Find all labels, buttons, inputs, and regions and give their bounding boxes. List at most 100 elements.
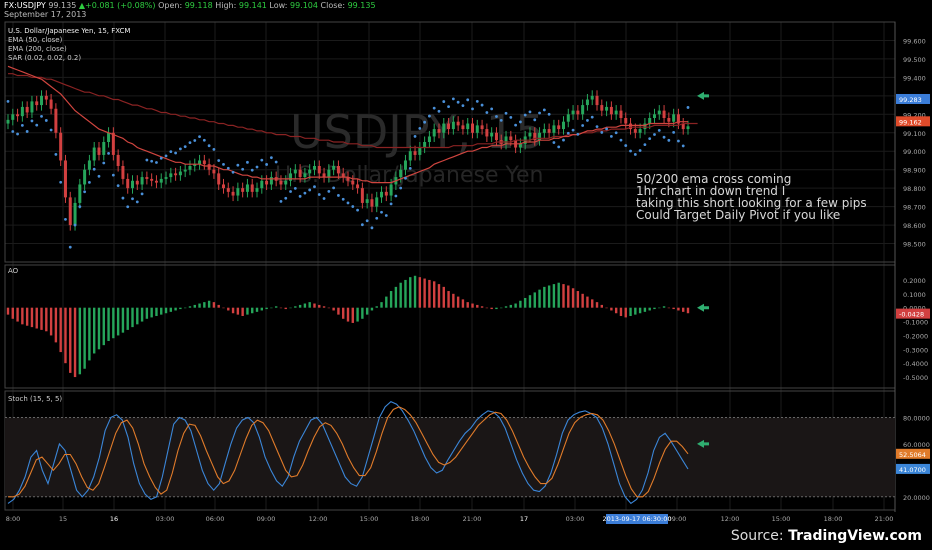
ao-title[interactable]: AO xyxy=(8,267,19,275)
ao-bar xyxy=(500,307,503,309)
candle-body xyxy=(226,188,230,192)
candle-body xyxy=(63,160,67,198)
candle-body xyxy=(30,101,34,113)
candle-body xyxy=(245,184,249,192)
ao-bar xyxy=(653,307,656,310)
candle-body xyxy=(590,95,594,100)
ao-bar xyxy=(270,307,273,309)
ao-bar xyxy=(638,307,642,314)
sar-dot xyxy=(370,226,374,230)
sar-dot xyxy=(485,111,489,114)
ao-bar xyxy=(198,303,201,308)
legend-title[interactable]: U.S. Dollar/Japanese Yen, 15, FXCM xyxy=(8,27,131,35)
price-tick-label: 99.600 xyxy=(903,37,926,45)
candle-body xyxy=(346,177,350,181)
legend-sar[interactable]: SAR (0.02, 0.02, 0.2) xyxy=(8,54,82,62)
sar-dot xyxy=(327,189,331,193)
candle-body xyxy=(681,123,685,130)
ao-bar xyxy=(183,307,187,309)
sar-dot xyxy=(384,214,388,217)
candle-body xyxy=(303,173,307,178)
last-price-tag-bg xyxy=(896,93,930,104)
ao-bar xyxy=(442,286,445,308)
sar-dot xyxy=(337,194,340,197)
sar-dot xyxy=(68,245,72,249)
legend-ema200[interactable]: EMA (200, close) xyxy=(8,45,67,53)
sar-dot xyxy=(159,156,163,160)
candle-body xyxy=(188,166,192,170)
stoch-d-line xyxy=(8,406,689,498)
sar-dot xyxy=(451,97,455,101)
sar-dot xyxy=(495,115,498,118)
ao-bar xyxy=(64,307,67,364)
ao-bar xyxy=(389,291,393,308)
sar-dot xyxy=(241,167,245,171)
high-value: 99.141 xyxy=(238,1,267,10)
ao-bar xyxy=(6,307,10,315)
price-tick-label: 98.800 xyxy=(903,185,926,193)
sar-dot xyxy=(64,217,67,221)
candle-body xyxy=(269,177,273,185)
ao-bar xyxy=(40,307,43,330)
ao-bar xyxy=(21,307,24,325)
ao-bar xyxy=(365,307,369,315)
candle-body xyxy=(111,132,115,155)
ao-bar xyxy=(164,307,168,314)
sar-dot xyxy=(681,144,685,148)
sar-dot xyxy=(614,131,618,135)
sar-dot xyxy=(600,131,604,134)
ao-bar xyxy=(16,307,19,322)
candle-body xyxy=(255,188,259,192)
candle-body xyxy=(236,188,240,196)
indicator-legend: U.S. Dollar/Japanese Yen, 15, FXCM EMA (… xyxy=(8,27,130,63)
sar-dot xyxy=(289,190,292,193)
candle-body xyxy=(485,129,489,137)
candle-body xyxy=(121,166,125,179)
stoch-d-tag-bg xyxy=(896,448,930,459)
candle-body xyxy=(217,173,221,185)
candle-body xyxy=(131,180,135,189)
candle-body xyxy=(370,199,374,207)
ao-bar xyxy=(88,307,91,361)
legend-ema50[interactable]: EMA (50, close) xyxy=(8,36,63,44)
candle-body xyxy=(164,177,168,179)
candle-body xyxy=(581,105,585,115)
price-change: +0.081 (+0.08%) xyxy=(85,1,156,10)
candle-body xyxy=(202,160,206,165)
sar-dot xyxy=(499,118,503,122)
stoch-tick-label: 60.0000 xyxy=(903,441,930,449)
source-prefix: Source: xyxy=(730,528,789,544)
sar-dot xyxy=(437,109,441,113)
ao-tick-label: -0.1000 xyxy=(903,319,928,327)
price-axis: 99.60099.50099.40099.30099.20099.10099.0… xyxy=(896,37,930,502)
candle-body xyxy=(308,169,312,174)
sar-dot xyxy=(480,103,484,107)
stoch-title[interactable]: Stoch (15, 5, 5) xyxy=(8,395,63,403)
sar-dot xyxy=(408,166,412,170)
sar-dot xyxy=(274,160,278,164)
ao-bar xyxy=(59,307,62,353)
ao-bar xyxy=(533,292,536,308)
sar-dot xyxy=(107,151,110,155)
time-tick-label: 21:00 xyxy=(875,515,894,523)
candle-body xyxy=(97,147,101,155)
ao-value-tag-bg xyxy=(896,308,930,319)
symbol-name[interactable]: FX:USDJPY xyxy=(4,1,46,10)
ao-bar xyxy=(346,307,350,322)
candle-body xyxy=(102,142,106,155)
sar-dot xyxy=(97,174,101,178)
candle-body xyxy=(183,169,187,172)
stoch-tick-label: 80.0000 xyxy=(903,414,930,422)
time-tick-label: 03:00 xyxy=(566,515,585,523)
ao-bar xyxy=(571,288,575,308)
ao-bar xyxy=(591,299,594,308)
sar-dot xyxy=(461,104,465,108)
source-credit[interactable]: Source: TradingView.com xyxy=(731,528,922,544)
candle-body xyxy=(87,160,91,170)
ao-bar xyxy=(241,307,244,317)
sar-dot xyxy=(202,138,206,142)
candle-body xyxy=(126,178,130,189)
sar-dot xyxy=(466,98,470,102)
ao-bar xyxy=(246,307,249,315)
